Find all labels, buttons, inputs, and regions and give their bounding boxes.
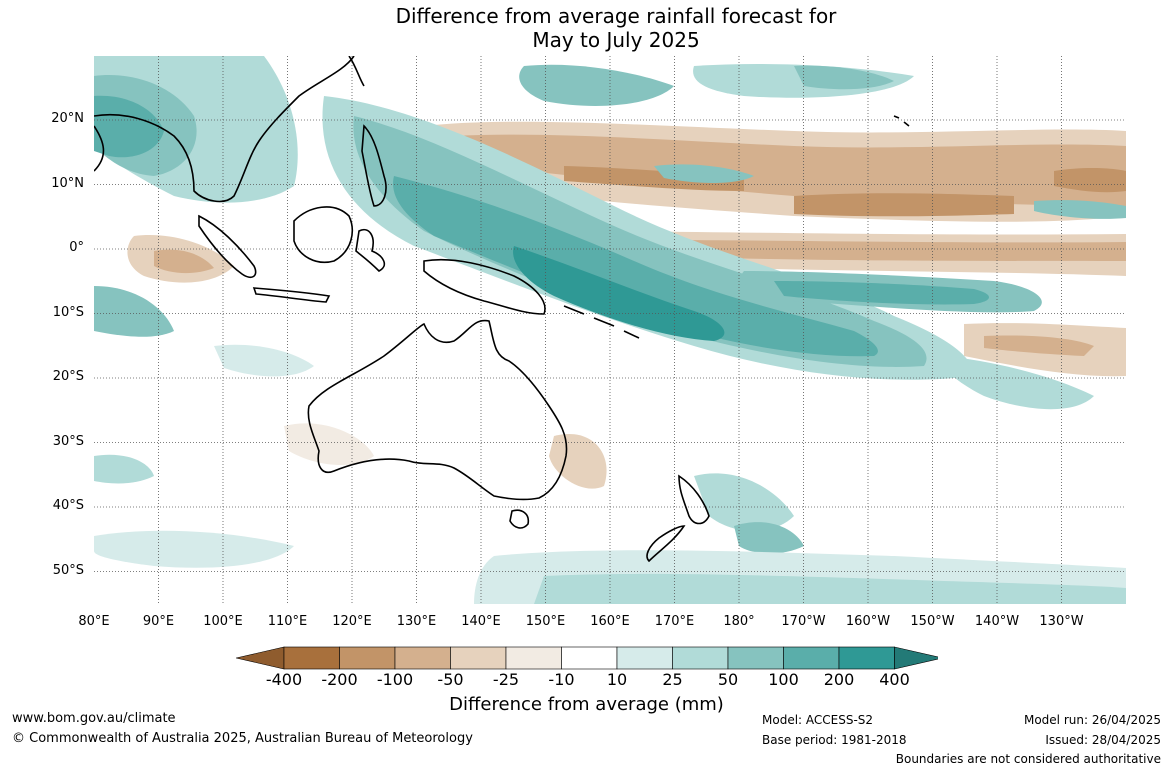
lon-label: 160°W [845,614,891,629]
copyright-text: © Commonwealth of Australia 2025, Austra… [12,731,473,746]
lon-label: 110°E [267,614,308,629]
lat-label: 20°N [51,111,84,126]
colorbar-segment [561,646,618,670]
colorbar-tick-label: 400 [879,670,910,689]
title-line-2: May to July 2025 [532,28,700,52]
colorbar-tick-label: 25 [662,670,683,689]
lat-label: 40°S [52,498,84,513]
nz-north-coast [678,474,710,525]
colorbar-segment [727,646,784,670]
philippines-coast [361,124,387,207]
lat-label: 0° [69,240,84,255]
map-canvas [94,56,1126,604]
colorbar [235,646,943,670]
hawaii-coast [893,115,910,127]
website-link[interactable]: www.bom.gov.au/climate [12,711,176,726]
colorbar-tick-label: -50 [437,670,464,689]
colorbar-segment [838,646,895,670]
colorbar-extend-low [235,646,285,670]
colorbar-title: Difference from average (mm) [449,694,724,715]
lon-label: 140°E [461,614,501,629]
lon-label: 80°E [78,614,110,629]
lon-label: 150°E [525,614,566,629]
borneo-coast [293,206,353,263]
colorbar-tick-label: -10 [548,670,575,689]
colorbar-segment [672,646,729,670]
se-asia-coast [94,56,355,203]
lat-label: 10°S [52,304,84,320]
solomon-islands-coast [563,305,640,339]
colorbar-tick-label: -100 [376,670,414,689]
title-line-1: Difference from average rainfall forecas… [395,4,837,28]
issued-text: Issued: 28/04/2025 [1045,733,1161,747]
colorbar-tick-label: -400 [265,670,303,689]
japan-coast [348,56,365,87]
colorbar-tick-label: -200 [321,670,358,689]
colorbar-tick-label: 200 [823,670,855,689]
lon-label: 170°W [781,614,826,629]
java-coast [252,287,331,303]
australia-coast [307,319,568,501]
colorbar-segment [783,646,840,670]
lat-label: 50°S [52,562,84,578]
colorbar-svg [235,646,943,670]
lon-label: 130°W [1039,614,1084,629]
lon-label: 90°E [142,614,175,629]
colorbar-extend-high [894,646,943,670]
colorbar-segment [450,646,507,670]
chart-title: Difference from average rainfall forecas… [0,4,1173,52]
new-guinea-coast [423,258,546,315]
lat-label: 30°S [52,433,84,449]
lon-label: 140°W [974,614,1020,629]
colorbar-tick-label: 10 [606,670,628,689]
colorbar-segment [616,646,673,670]
nz-south-coast [646,525,686,563]
lon-label: 170°E [654,614,695,629]
sumatra-coast [198,214,257,278]
model-run-text: Model run: 26/04/2025 [1023,713,1161,727]
map-gridlines [94,56,1126,604]
colorbar-tick-label: -25 [492,670,520,689]
lon-label: 180° [723,614,755,629]
lon-label: 120°E [332,614,372,629]
colorbar-segment [394,646,451,670]
lon-label: 160°E [590,614,630,629]
sulawesi-coast [355,229,386,272]
colorbar-tick-label: 50 [717,670,739,689]
lat-label: 20°S [52,369,84,384]
base-period-text: Base period: 1981-2018 [762,733,907,747]
tasmania-coast [509,509,530,529]
coastlines [94,56,910,563]
lon-label: 150°W [910,614,955,629]
lon-label: 130°E [396,614,437,629]
colorbar-tick-label: 100 [768,670,799,689]
lon-label: 100°E [203,614,243,629]
disclaimer-text: Boundaries are not considered authoritat… [895,752,1161,766]
model-text: Model: ACCESS-S2 [762,713,874,727]
lat-label: 10°N [51,175,84,191]
colorbar-segment [339,646,396,670]
colorbar-segment [505,646,562,670]
rainfall-anomaly-map [94,56,1126,604]
colorbar-segment [283,646,340,670]
india-coast [94,125,105,172]
